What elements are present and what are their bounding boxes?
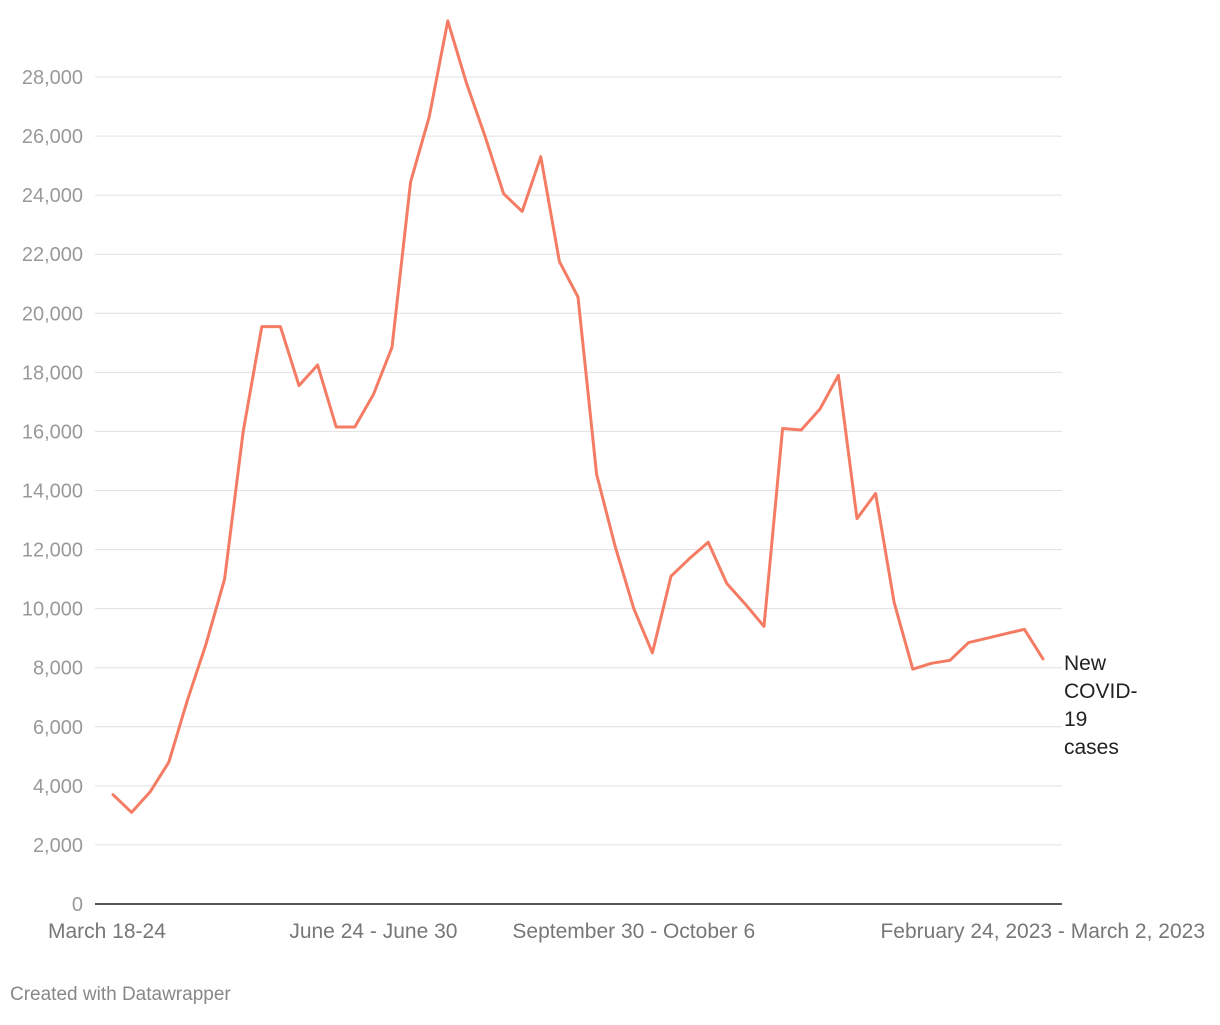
series-label-line: cases bbox=[1064, 736, 1119, 759]
y-tick-label: 2,000 bbox=[33, 835, 83, 857]
y-tick-label: 22,000 bbox=[22, 244, 83, 266]
y-tick-label: 12,000 bbox=[22, 540, 83, 562]
y-tick-label: 10,000 bbox=[22, 599, 83, 621]
x-tick-label: September 30 - October 6 bbox=[512, 920, 755, 943]
x-tick-label: June 24 - June 30 bbox=[289, 920, 457, 943]
y-tick-label: 14,000 bbox=[22, 481, 83, 503]
y-tick-label: 20,000 bbox=[22, 303, 83, 325]
y-tick-label: 28,000 bbox=[22, 67, 83, 89]
series-label-line: COVID- bbox=[1064, 680, 1138, 703]
y-tick-label: 8,000 bbox=[33, 658, 83, 680]
series-label-line: New bbox=[1064, 652, 1107, 675]
y-tick-label: 26,000 bbox=[22, 126, 83, 148]
series-label: New COVID- 19 cases bbox=[1064, 652, 1138, 759]
series-line bbox=[111, 19, 1045, 814]
x-tick-label: February 24, 2023 - March 2, 2023 bbox=[880, 920, 1205, 943]
x-tick-label: March 18-24 bbox=[48, 920, 166, 943]
y-tick-label: 0 bbox=[72, 894, 83, 916]
y-tick-label: 6,000 bbox=[33, 717, 83, 739]
y-tick-label: 16,000 bbox=[22, 421, 83, 443]
y-tick-label: 24,000 bbox=[22, 185, 83, 207]
y-tick-label: 4,000 bbox=[33, 776, 83, 798]
footer-credit: Created with Datawrapper bbox=[10, 984, 231, 1005]
y-tick-label: 18,000 bbox=[22, 362, 83, 384]
series-label-line: 19 bbox=[1064, 708, 1087, 731]
